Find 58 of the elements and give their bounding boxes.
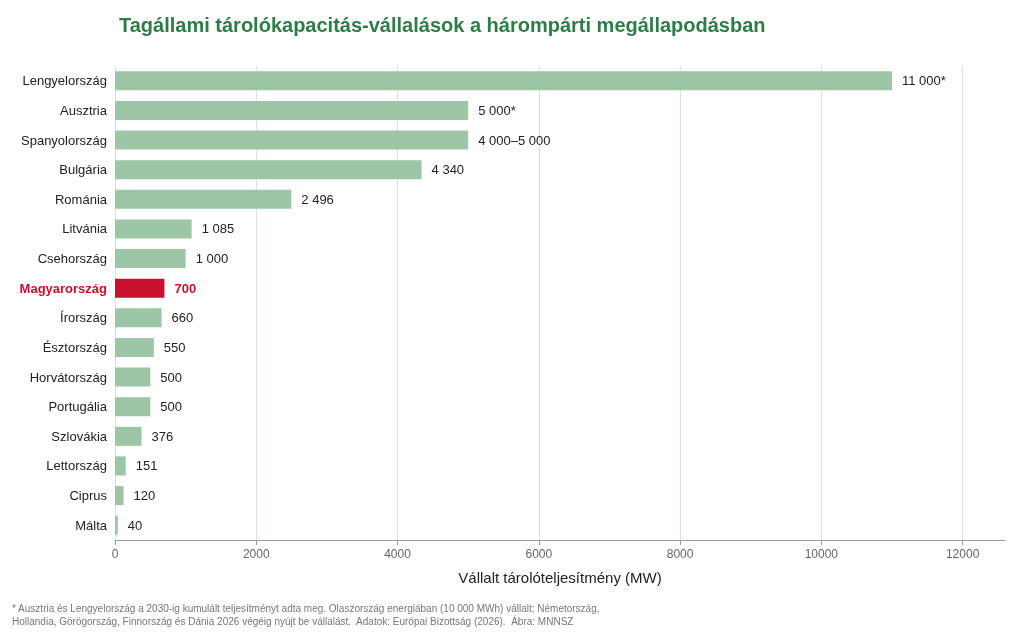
x-tick-label: 10000	[804, 547, 839, 561]
x-tick-label: 4000	[384, 547, 412, 561]
chart-title: Tagállami tárolókapacitás-vállalások a hárompárti megállapodásban	[119, 14, 766, 36]
bar	[115, 308, 162, 328]
bar	[115, 515, 118, 535]
bar	[115, 249, 186, 269]
x-tick-label: 8000	[666, 547, 694, 561]
data-label: 40	[127, 517, 143, 533]
data-label: 500	[160, 399, 183, 415]
data-label: 151	[135, 458, 158, 474]
y-tick-label: Románia	[54, 191, 108, 207]
data-label: 5 000*	[478, 102, 516, 118]
y-tick-label: Portugália	[48, 399, 108, 415]
y-tick-label: Szlovákia	[51, 428, 108, 444]
data-label: 376	[151, 428, 174, 444]
bar	[115, 397, 151, 417]
data-label: 660	[171, 310, 194, 326]
y-tick-label: Lettország	[46, 458, 107, 474]
data-label: 4 340	[431, 162, 465, 178]
bar	[115, 219, 192, 239]
data-label: 1 000	[195, 251, 229, 267]
data-label: 120	[133, 488, 156, 504]
data-label: 11 000*	[901, 73, 946, 89]
x-tick-label: 6000	[525, 547, 553, 561]
y-tick-label: Horvátország	[29, 369, 107, 385]
y-tick-label: Csehország	[37, 251, 107, 267]
y-tick-label: Málta	[75, 517, 108, 533]
data-label: 1 085	[201, 221, 235, 237]
bar	[115, 160, 422, 180]
y-tick-label: Észtország	[42, 339, 107, 355]
y-tick-label: Spanyolország	[21, 132, 107, 148]
y-tick-label: Lengyelország	[22, 73, 107, 89]
bar	[115, 456, 126, 476]
y-tick-label: Bulgária	[59, 162, 108, 178]
data-label: 2 496	[301, 191, 334, 207]
y-tick-label: Ausztria	[60, 102, 108, 118]
bar	[115, 100, 469, 120]
bar	[115, 486, 124, 506]
data-label: 500	[160, 369, 183, 385]
bar	[115, 189, 292, 209]
x-tick-label: 12000	[945, 547, 980, 561]
bar	[115, 278, 165, 298]
bar	[115, 337, 154, 357]
data-label: 550	[163, 339, 186, 355]
text: * Ausztria és Lengyelország a 2030-ig kumulált teljesítményt adta meg. Olaszország energiában (10 000 MWh) vállalt; Németország, Hollandia, Görögország, Finnország és Dánia 2026 végéig nyújt be vállalást. Adatok: Európai Bizottság (2026). Ábra: MNNSZ	[12, 603, 603, 627]
bar	[115, 130, 469, 150]
annotation: 4 000–5 000	[478, 132, 551, 148]
data-label: 700	[174, 280, 197, 296]
bar	[115, 426, 142, 446]
y-tick-label: Litvánia	[62, 221, 108, 237]
bar	[115, 71, 892, 91]
x-axis-title: Vállalt tárolóteljesítmény (MW)	[458, 569, 662, 586]
x-tick-label: 0	[111, 547, 119, 561]
y-tick-label: Ciprus	[69, 488, 108, 504]
bar	[115, 367, 151, 387]
y-tick-label: Írország	[60, 310, 107, 326]
y-tick-label: Magyarország	[19, 280, 108, 296]
x-tick-label: 2000	[242, 547, 270, 561]
